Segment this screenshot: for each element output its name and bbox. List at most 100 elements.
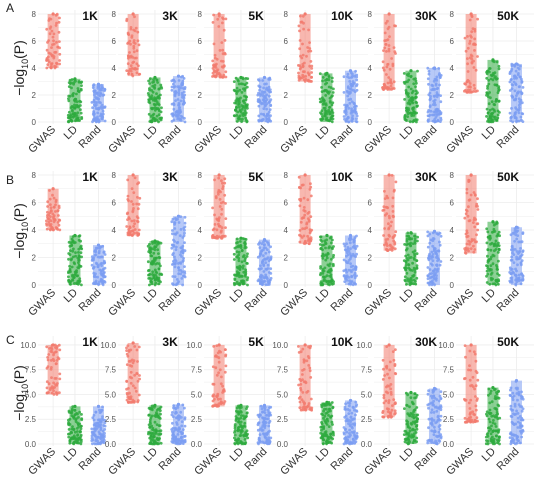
data-point bbox=[325, 442, 329, 445]
data-point bbox=[72, 441, 76, 444]
data-point bbox=[493, 397, 497, 400]
x-tick-label: Rand bbox=[77, 124, 104, 151]
data-point bbox=[385, 345, 389, 348]
data-point bbox=[323, 113, 327, 117]
data-point bbox=[215, 404, 219, 408]
y-tick-label: 4 bbox=[368, 64, 373, 73]
data-point bbox=[132, 50, 136, 54]
data-point bbox=[414, 431, 418, 434]
data-point bbox=[220, 375, 223, 379]
data-point bbox=[409, 87, 413, 91]
data-point bbox=[68, 94, 72, 98]
data-point bbox=[155, 437, 159, 441]
data-point bbox=[126, 233, 130, 237]
data-point bbox=[103, 119, 107, 123]
data-point bbox=[52, 196, 56, 200]
data-point bbox=[157, 442, 161, 446]
data-point bbox=[473, 387, 476, 391]
data-point bbox=[95, 437, 98, 441]
data-point bbox=[514, 75, 518, 79]
data-point bbox=[76, 439, 80, 442]
data-point bbox=[240, 425, 244, 429]
y-tick-label: 2 bbox=[450, 91, 455, 100]
data-point bbox=[180, 424, 184, 428]
data-point bbox=[320, 86, 323, 89]
data-point bbox=[437, 67, 441, 70]
data-point bbox=[498, 442, 501, 446]
data-point bbox=[521, 276, 525, 280]
data-point bbox=[241, 264, 245, 268]
data-point bbox=[146, 260, 150, 264]
data-point bbox=[466, 234, 470, 238]
data-point bbox=[343, 280, 347, 283]
data-point bbox=[233, 436, 236, 440]
data-point bbox=[148, 77, 152, 81]
data-point bbox=[267, 250, 271, 254]
data-point bbox=[259, 264, 262, 268]
y-tick-label: 0 bbox=[198, 281, 203, 290]
data-point bbox=[509, 432, 513, 436]
data-point bbox=[306, 79, 310, 83]
data-point bbox=[412, 106, 416, 110]
x-tick-label: LD bbox=[142, 124, 160, 142]
data-point bbox=[78, 279, 81, 283]
data-point-max bbox=[348, 398, 353, 403]
data-point bbox=[244, 95, 248, 99]
x-tick-label: GWAS bbox=[362, 446, 394, 478]
data-point bbox=[244, 441, 248, 444]
data-point bbox=[100, 261, 104, 265]
strip-band bbox=[299, 175, 311, 244]
data-point bbox=[245, 278, 249, 282]
data-point bbox=[174, 416, 178, 420]
data-point bbox=[426, 441, 430, 445]
data-point bbox=[69, 283, 72, 286]
data-point bbox=[172, 404, 176, 407]
data-point bbox=[79, 87, 83, 91]
data-point bbox=[415, 425, 419, 428]
data-point bbox=[151, 247, 155, 251]
series-gwas bbox=[381, 343, 398, 419]
data-point bbox=[320, 109, 324, 113]
data-point bbox=[235, 406, 239, 410]
data-point bbox=[351, 245, 355, 249]
data-point bbox=[301, 42, 304, 46]
data-point bbox=[490, 400, 494, 404]
data-point bbox=[330, 76, 334, 80]
data-point bbox=[329, 235, 333, 239]
data-point bbox=[300, 56, 304, 60]
y-axis-title: −log10(P) bbox=[11, 365, 30, 421]
data-point bbox=[102, 279, 106, 283]
data-point bbox=[322, 409, 325, 413]
data-point bbox=[307, 210, 311, 214]
data-point bbox=[263, 426, 267, 430]
data-point-max bbox=[73, 404, 77, 408]
data-point bbox=[387, 222, 390, 226]
x-tick-label: LD bbox=[398, 124, 416, 142]
data-point bbox=[468, 198, 472, 202]
data-point bbox=[137, 228, 141, 232]
data-point bbox=[246, 106, 249, 110]
data-point bbox=[219, 190, 223, 194]
data-point bbox=[264, 104, 268, 107]
data-point bbox=[387, 44, 391, 47]
data-point bbox=[127, 397, 131, 400]
data-point bbox=[76, 412, 79, 416]
data-point bbox=[298, 67, 302, 71]
data-point bbox=[183, 435, 186, 438]
data-point bbox=[93, 282, 97, 285]
data-point bbox=[301, 347, 305, 351]
data-point bbox=[92, 427, 96, 431]
data-point bbox=[69, 113, 73, 117]
data-point bbox=[136, 39, 140, 43]
data-point bbox=[466, 418, 469, 421]
data-point bbox=[344, 275, 348, 279]
data-point bbox=[151, 106, 155, 110]
data-point bbox=[321, 413, 325, 417]
strip-band bbox=[465, 14, 477, 93]
data-point bbox=[221, 21, 224, 25]
data-point bbox=[476, 17, 479, 21]
data-point bbox=[497, 273, 501, 277]
data-point bbox=[437, 407, 441, 410]
